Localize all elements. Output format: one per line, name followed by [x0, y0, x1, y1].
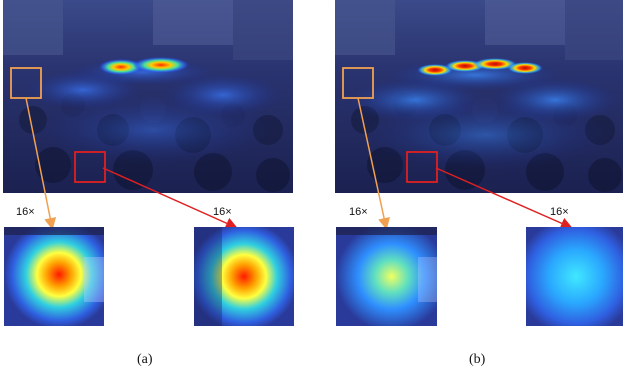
panel-a-density-map [3, 0, 293, 193]
caption-b: (b) [469, 352, 486, 367]
zoom-crop-b-red [526, 227, 623, 326]
zoom-crop-a-orange [4, 227, 104, 326]
panel-b-density-map [335, 0, 623, 193]
zoom-factor-label-b-right: 16× [550, 206, 569, 218]
zoom-factor-label-b-left: 16× [349, 206, 368, 218]
zoom-factor-label-a-left: 16× [16, 206, 35, 218]
zoom-crop-a-red [194, 227, 294, 326]
zoom-factor-label-a-right: 16× [213, 206, 232, 218]
red-highlight-box [406, 151, 438, 183]
zoom-crop-b-orange [336, 227, 437, 326]
caption-a: (a) [137, 352, 153, 367]
red-highlight-box [74, 151, 106, 183]
